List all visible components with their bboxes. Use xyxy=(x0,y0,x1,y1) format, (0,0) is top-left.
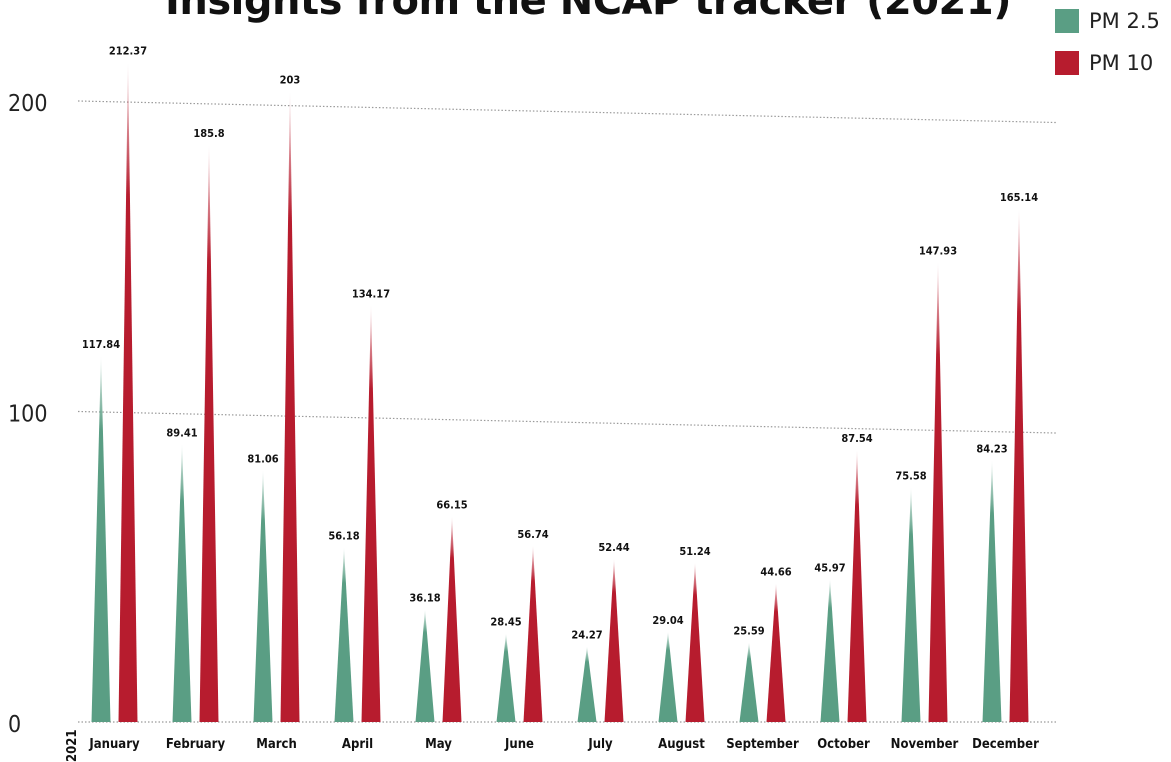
x-tick-label-may: May xyxy=(425,737,452,752)
value-label-pm25-december: 84.23 xyxy=(976,442,1007,455)
bar-pm25-may xyxy=(415,609,435,722)
value-label-pm25-november: 75.58 xyxy=(895,469,926,482)
side-label-year: 2021 xyxy=(65,729,80,762)
x-tick-label-july: July xyxy=(587,737,613,752)
value-label-pm25-january: 117.84 xyxy=(82,338,120,351)
bar-pm10-february xyxy=(199,145,219,722)
x-tick-label-march: March xyxy=(256,737,297,752)
value-label-pm10-april: 134.17 xyxy=(352,287,390,300)
bar-pm10-august xyxy=(685,562,705,722)
bar-pm10-november xyxy=(928,262,948,722)
value-label-pm10-august: 51.24 xyxy=(679,545,710,558)
x-tick-label-april: April xyxy=(342,737,373,752)
value-label-pm25-april: 56.18 xyxy=(328,530,359,543)
chart-title: Insights from the NCAP tracker (2021) xyxy=(165,0,1012,24)
y-tick-label-200: 200 xyxy=(8,91,48,117)
x-tick-label-january: January xyxy=(88,737,140,752)
value-label-pm10-may: 66.15 xyxy=(436,499,467,512)
value-label-pm25-march: 81.06 xyxy=(247,452,278,465)
bar-pm25-november xyxy=(901,487,921,722)
y-tick-label-100: 100 xyxy=(8,402,48,428)
value-label-pm10-december: 165.14 xyxy=(1000,191,1038,204)
bar-pm25-september xyxy=(739,642,759,722)
gridline-100 xyxy=(77,410,1057,434)
bar-pm25-february xyxy=(172,444,192,722)
bar-pm25-april xyxy=(334,547,354,722)
y-tick-label-0: 0 xyxy=(8,712,21,738)
legend-label-pm10: PM 10 xyxy=(1089,51,1154,75)
bar-pm10-october xyxy=(847,450,867,722)
x-tick-label-september: September xyxy=(726,737,799,752)
legend-label-pm25: PM 2.5 xyxy=(1089,9,1160,33)
value-label-pm25-february: 89.41 xyxy=(166,426,197,439)
value-label-pm25-may: 36.18 xyxy=(409,592,440,605)
bar-pm10-may xyxy=(442,516,462,722)
value-label-pm10-january: 212.37 xyxy=(109,45,147,58)
value-label-pm10-november: 147.93 xyxy=(919,245,957,258)
value-label-pm10-july: 52.44 xyxy=(598,541,629,554)
bar-pm10-july xyxy=(604,559,624,722)
bar-pm25-december xyxy=(982,460,1002,722)
bar-pm10-march xyxy=(280,91,300,722)
value-label-pm10-march: 203 xyxy=(280,74,301,87)
bar-pm10-september xyxy=(766,583,786,722)
value-label-pm10-june: 56.74 xyxy=(517,528,548,541)
bar-pm10-december xyxy=(1009,209,1029,722)
x-tick-label-february: February xyxy=(166,737,226,752)
gridline-200 xyxy=(77,100,1057,124)
value-label-pm25-september: 25.59 xyxy=(733,625,764,638)
x-tick-label-december: December xyxy=(972,737,1039,752)
bar-pm10-june xyxy=(523,545,543,722)
x-tick-label-august: August xyxy=(658,737,705,752)
bar-pm25-july xyxy=(577,646,597,722)
value-label-pm10-september: 44.66 xyxy=(760,565,791,578)
value-label-pm25-june: 28.45 xyxy=(490,616,521,629)
bar-pm10-january xyxy=(118,62,138,723)
value-label-pm25-august: 29.04 xyxy=(652,614,683,627)
bar-pm25-october xyxy=(820,579,840,722)
value-label-pm10-october: 87.54 xyxy=(841,432,872,445)
bar-pm25-january xyxy=(91,356,111,722)
bar-pm25-august xyxy=(658,631,678,722)
value-label-pm25-october: 45.97 xyxy=(814,561,845,574)
bar-pm25-june xyxy=(496,633,516,722)
bar-pm25-march xyxy=(253,470,273,722)
bar-pm10-april xyxy=(361,305,381,722)
legend-swatch-pm10 xyxy=(1055,51,1079,75)
value-label-pm10-february: 185.8 xyxy=(193,127,224,140)
legend-item-pm25: PM 2.5 xyxy=(1055,6,1160,36)
x-tick-label-october: October xyxy=(817,737,870,752)
legend-item-pm10: PM 10 xyxy=(1055,48,1160,78)
legend-swatch-pm25 xyxy=(1055,9,1079,33)
legend: PM 2.5 PM 10 xyxy=(1055,6,1160,90)
value-label-pm25-july: 24.27 xyxy=(571,629,602,642)
x-tick-label-november: November xyxy=(891,737,959,752)
x-tick-label-june: June xyxy=(504,737,534,752)
